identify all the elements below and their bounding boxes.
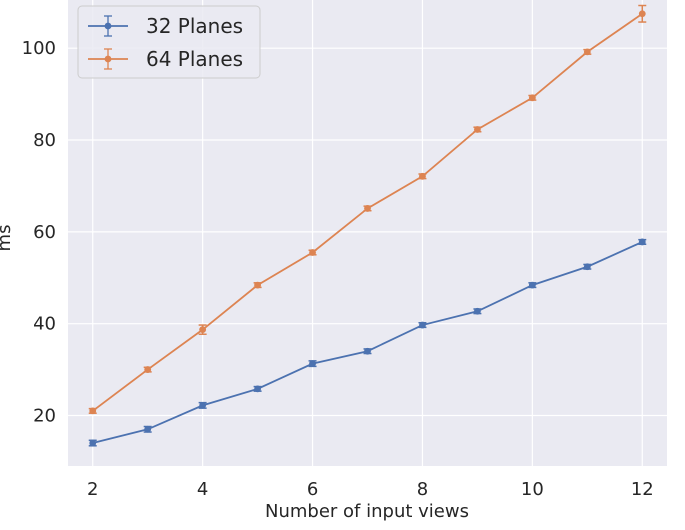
data-point	[583, 48, 591, 56]
legend-entry: 32 Planes	[88, 14, 243, 38]
series-layer	[88, 4, 647, 447]
data-point	[309, 249, 316, 256]
x-tick-label: 4	[197, 479, 208, 500]
y-tick-label: 100	[22, 38, 56, 59]
y-tick-label: 20	[33, 405, 56, 426]
y-axis-label: ms	[0, 225, 15, 252]
data-point	[419, 172, 426, 180]
data-point	[474, 307, 481, 315]
data-point	[89, 407, 97, 415]
data-point	[199, 401, 207, 409]
data-point	[419, 321, 426, 329]
legend: 32 Planes 64 Planes	[77, 5, 261, 79]
x-axis-label: Number of input views	[265, 501, 469, 522]
data-point	[638, 238, 646, 246]
legend-entry: 64 Planes	[88, 47, 243, 71]
data-point	[144, 366, 152, 373]
y-tick-label: 80	[33, 130, 56, 151]
legend-marker	[104, 55, 112, 63]
data-point	[528, 281, 536, 289]
series-64-planes	[88, 4, 647, 415]
data-point	[254, 385, 261, 393]
data-point	[364, 347, 371, 355]
x-tick-label: 12	[631, 479, 654, 500]
data-point	[199, 326, 207, 334]
x-tick-labels: 2 4 6 8 10 12	[87, 479, 654, 500]
data-point	[364, 205, 371, 212]
legend-frame	[77, 5, 261, 79]
legend-marker	[104, 22, 112, 30]
data-point	[89, 439, 97, 447]
grid-lines	[68, 0, 667, 466]
data-point	[583, 263, 591, 271]
y-tick-label: 40	[33, 314, 56, 335]
data-point	[144, 425, 152, 433]
data-point	[474, 126, 481, 133]
y-tick-label: 60	[33, 222, 56, 243]
x-tick-label: 10	[521, 479, 544, 500]
data-point	[309, 360, 316, 368]
data-point	[254, 281, 261, 289]
data-point	[528, 94, 536, 102]
series-32-planes	[88, 238, 647, 447]
legend-label: 64 Planes	[146, 47, 243, 71]
y-tick-labels: 20 40 60 80 100	[22, 38, 56, 426]
legend-label: 32 Planes	[146, 14, 243, 38]
x-tick-label: 8	[417, 479, 428, 500]
x-tick-label: 2	[87, 479, 98, 500]
x-tick-label: 6	[307, 479, 318, 500]
data-point	[638, 10, 646, 18]
